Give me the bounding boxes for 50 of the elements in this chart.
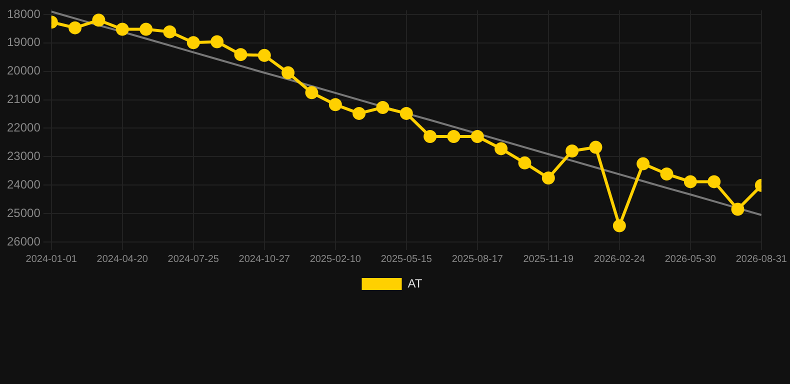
y-tick-label: 23000 (6, 148, 41, 163)
point (68, 21, 82, 34)
x-tick-label: 2024-04-20 (96, 254, 148, 265)
point (305, 86, 318, 100)
point (163, 25, 176, 38)
point (424, 130, 437, 143)
point (376, 100, 390, 114)
point (328, 98, 342, 112)
y-tick-label: 21000 (6, 92, 41, 106)
x-tick-label: 2026-08-31 (736, 254, 788, 265)
x-tick-label: 2025-02-10 (310, 254, 362, 265)
x-tick-label: 2024-01-01 (26, 254, 78, 265)
point (566, 144, 579, 158)
point (352, 106, 366, 120)
point (258, 48, 271, 62)
point (282, 66, 295, 80)
point (708, 175, 721, 188)
x-tick-label: 2026-05-30 (664, 254, 716, 265)
point (684, 175, 697, 188)
point (92, 14, 106, 27)
point (494, 142, 508, 156)
point (731, 202, 744, 216)
point (447, 130, 460, 143)
x-tick-label: 2024-10-27 (238, 254, 290, 265)
point (542, 172, 555, 185)
point (210, 35, 224, 48)
point (470, 130, 484, 143)
y-tick-label: 20000 (6, 64, 41, 78)
point (186, 36, 200, 50)
y-tick-label: 25000 (6, 206, 41, 220)
x-tick-label: 2025-08-17 (452, 254, 504, 265)
point (589, 140, 602, 154)
x-tick-label: 2025-11-19 (523, 254, 574, 265)
point (636, 157, 650, 170)
legend-label: AT (408, 276, 423, 290)
y-tick-label: 22000 (6, 120, 41, 135)
point (140, 22, 153, 36)
x-tick-label: 2026-02-24 (594, 254, 646, 265)
x-tick-label: 2024-07-25 (168, 254, 220, 265)
point (400, 106, 413, 120)
point (660, 168, 674, 181)
y-tick-label: 18000 (6, 6, 41, 21)
y-tick-label: 19000 (6, 35, 41, 50)
y-tick-label: 24000 (6, 177, 41, 192)
point (612, 219, 626, 232)
point (116, 22, 129, 36)
y-tick-label: 26000 (6, 234, 41, 248)
x-tick-label: 2025-05-15 (380, 254, 432, 265)
point (518, 156, 532, 170)
point (234, 48, 248, 62)
